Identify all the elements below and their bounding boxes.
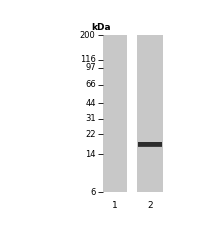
Text: 97: 97 (85, 63, 96, 72)
Bar (138, 146, 162, 147)
Text: 116: 116 (80, 55, 96, 64)
Bar (103, 35, 127, 192)
Text: 14: 14 (85, 150, 96, 159)
Text: 2: 2 (147, 201, 153, 210)
Text: 31: 31 (85, 114, 96, 123)
Text: 1: 1 (113, 201, 118, 210)
Bar (138, 142, 162, 147)
Text: kDa: kDa (91, 24, 110, 32)
Bar (137, 35, 163, 192)
Text: 44: 44 (85, 99, 96, 108)
Text: 22: 22 (85, 130, 96, 139)
Text: 6: 6 (90, 188, 96, 197)
Text: 200: 200 (80, 31, 96, 40)
Text: 66: 66 (85, 80, 96, 90)
